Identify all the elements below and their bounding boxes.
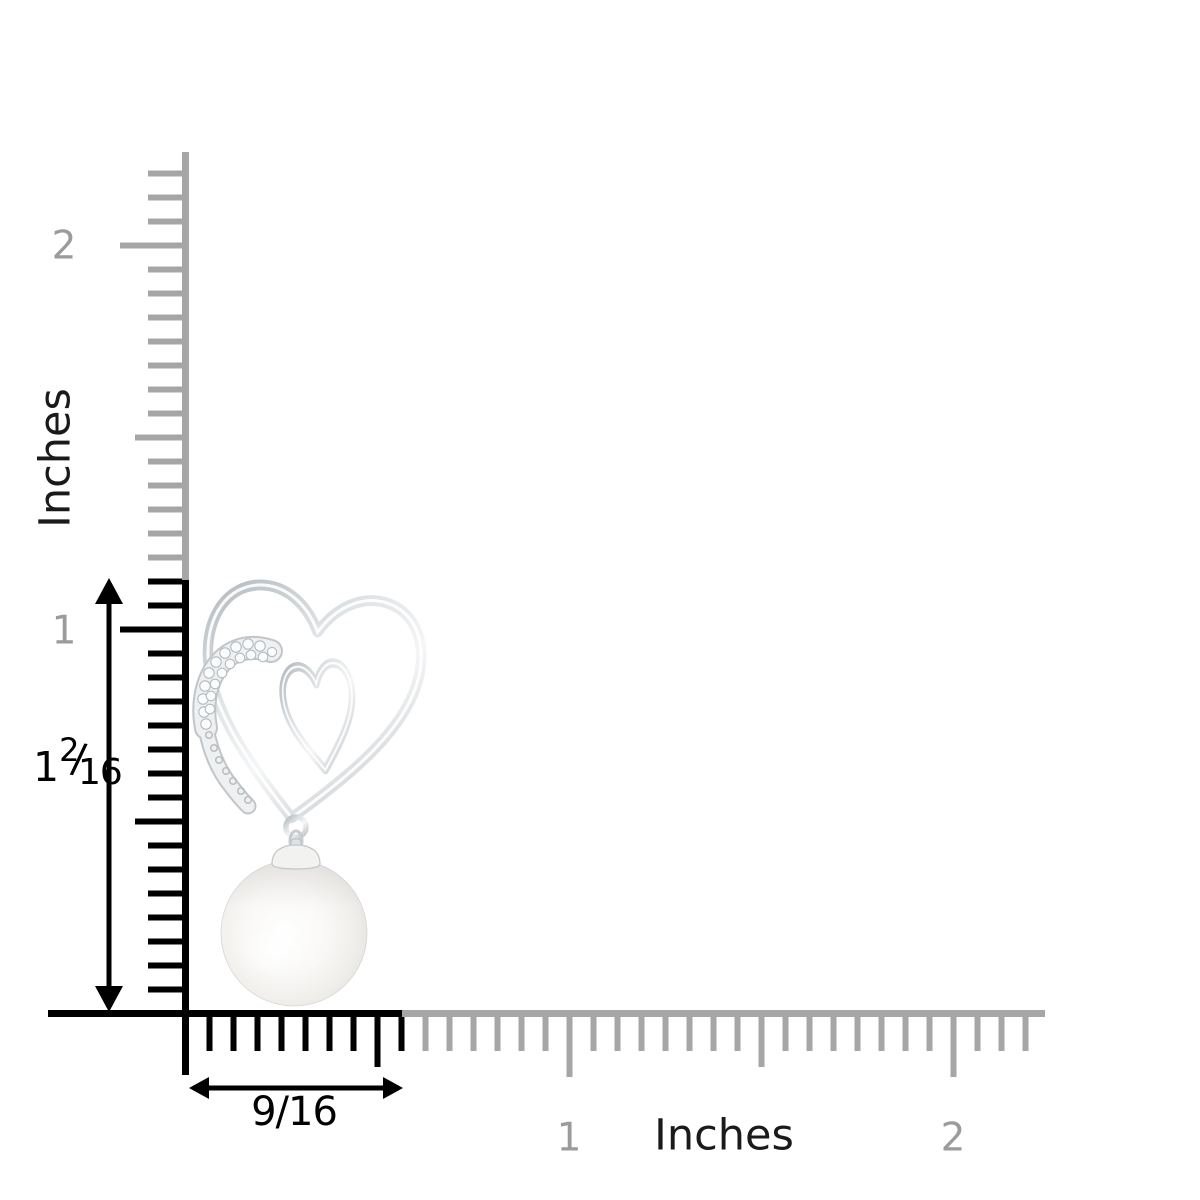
pave-diamonds — [197, 638, 278, 730]
small-heart-outline — [280, 661, 360, 773]
horizontal-ruler-unit-label: Inches — [654, 1110, 794, 1161]
width-measurement-label: 9/16 — [251, 1089, 338, 1135]
horizontal-ruler-mark-2: 2 — [940, 1115, 966, 1161]
vertical-ruler-mark-2: 2 — [51, 223, 77, 269]
height-measurement-label: 12/16 — [33, 734, 123, 791]
horizontal-ruler-mark-1: 1 — [556, 1115, 582, 1161]
large-heart-outline — [186, 578, 429, 832]
bead-row — [204, 730, 253, 805]
width-measure-arrow — [189, 1077, 403, 1099]
vertical-ruler — [120, 152, 189, 1075]
pearl-cap — [271, 838, 321, 870]
horizontal-ruler — [48, 1010, 1045, 1077]
height-whole: 1 — [33, 743, 59, 791]
diamond-pave-arc — [192, 635, 283, 815]
earring-illustration — [170, 548, 460, 1007]
height-numerator: 2 — [59, 731, 79, 769]
height-denominator: 16 — [77, 752, 123, 793]
height-measure-arrow — [95, 578, 123, 1012]
vertical-ruler-unit-label: Inches — [30, 388, 81, 528]
vertical-ruler-mark-1: 1 — [51, 608, 77, 654]
pearl-drop — [220, 859, 368, 1007]
